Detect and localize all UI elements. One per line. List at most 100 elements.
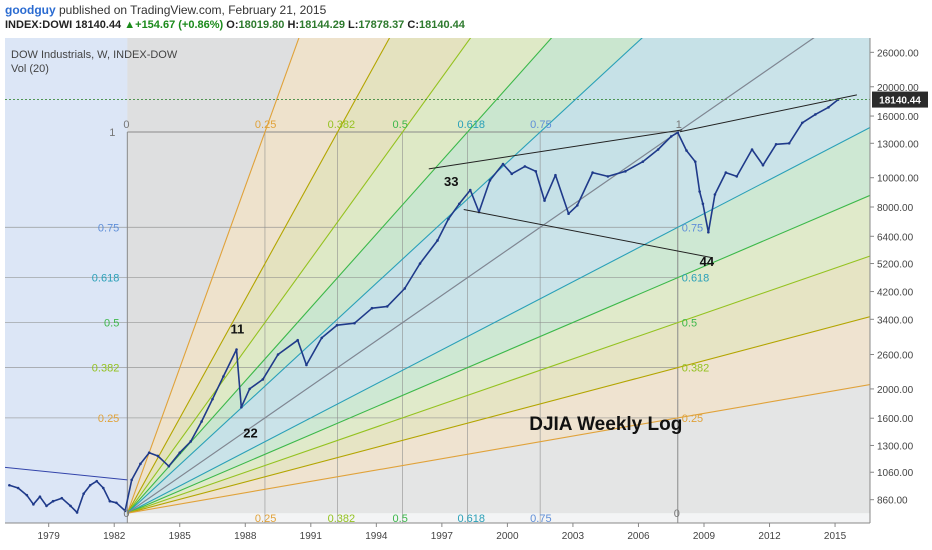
x-tick-label: 2000	[496, 531, 519, 542]
price-point	[724, 171, 728, 174]
price-point	[800, 121, 804, 125]
price-point	[178, 451, 182, 455]
price-point	[447, 217, 450, 221]
annotation-11: 11	[231, 322, 245, 337]
price-point	[51, 499, 55, 503]
fan-label-left: 0.25	[98, 413, 119, 425]
price-point	[235, 348, 238, 351]
price-point	[567, 212, 570, 216]
price-point	[656, 148, 660, 151]
trendline-lower	[463, 208, 711, 258]
fan-label-top: 0	[123, 119, 129, 131]
x-tick-label: 1982	[103, 531, 126, 542]
fan-label-top: 0.5	[393, 119, 408, 131]
price-point	[814, 113, 817, 116]
close-value: 18140.44	[418, 19, 465, 31]
trendline-left	[5, 466, 128, 481]
price-point	[761, 163, 765, 167]
price-point	[32, 503, 35, 506]
fan-label-bottom: 0.382	[328, 513, 356, 525]
y-tick-label: 860.00	[877, 496, 908, 507]
price-point	[130, 478, 133, 482]
fan-label-left: 0.382	[92, 363, 120, 375]
y-tick-label: 2000.00	[877, 385, 914, 396]
y-tick-label: 16000.00	[877, 112, 919, 123]
chart-title: DJIA Weekly Log	[529, 414, 682, 435]
price-point	[436, 239, 439, 242]
fan-label-left: 0.618	[92, 273, 120, 285]
volume-legend[interactable]: Vol (20)	[11, 63, 49, 75]
price-point	[276, 353, 280, 356]
x-tick-label: 1988	[234, 531, 257, 542]
fan-label-right: 0.25	[682, 413, 703, 425]
price-series-line	[9, 98, 839, 514]
plot-area	[5, 38, 870, 523]
author-link[interactable]: goodguy	[5, 3, 56, 17]
price-point	[108, 499, 112, 503]
price-point	[353, 321, 356, 325]
x-tick-label: 2015	[824, 531, 847, 542]
fan-label-right: 0.382	[682, 363, 710, 375]
price-point	[685, 149, 688, 152]
fan-label-bottom: 0.25	[255, 513, 276, 525]
price-point	[115, 501, 118, 505]
fan-label-left: 0.75	[98, 222, 119, 234]
fan-label-bottom: 0.75	[530, 513, 551, 525]
price-point	[676, 131, 680, 134]
price-point	[403, 287, 407, 290]
low-label: L:	[348, 19, 359, 31]
annotation-22: 22	[243, 426, 257, 441]
last-price-tag	[872, 91, 928, 108]
y-tick-label: 20000.00	[877, 83, 919, 94]
trendline-recent	[679, 94, 857, 133]
fan-label-top: 0.618	[458, 119, 486, 131]
trendline-upper	[428, 129, 683, 170]
y-tick-label: 5200.00	[877, 260, 914, 271]
x-tick-label: 1991	[300, 531, 323, 542]
y-tick-label: 3400.00	[877, 315, 914, 326]
price-point	[554, 173, 557, 177]
fan-label-top: 1	[676, 119, 682, 131]
price-point	[701, 202, 705, 206]
price-point	[25, 493, 29, 497]
open-value: 18019.80	[238, 19, 285, 31]
price-point	[735, 175, 739, 178]
fan-label-bottom: 0.5	[393, 513, 408, 525]
last-price: 18140.44	[75, 19, 122, 31]
quote-line: INDEX:DOWI 18140.44 ▲+154.67 (+0.86%) O:…	[5, 19, 465, 31]
y-tick-label: 13000.00	[877, 139, 919, 150]
annotation-33: 33	[444, 174, 458, 189]
price-point	[69, 504, 72, 508]
price-point	[248, 387, 251, 391]
price-point	[698, 190, 701, 193]
price-point	[641, 160, 645, 163]
series-legend[interactable]: DOW Industrials, W, INDEX-DOW	[11, 49, 178, 61]
price-point	[468, 188, 472, 192]
close-label: C:	[407, 19, 419, 31]
y-tick-label: 8000.00	[877, 203, 914, 214]
price-point	[211, 397, 214, 401]
price-point	[418, 262, 422, 265]
high-label: H:	[287, 19, 300, 31]
price-point	[147, 451, 151, 455]
price-point	[320, 336, 324, 340]
price-point	[101, 486, 105, 490]
fan-label-left: 0.5	[104, 318, 119, 330]
fan-wedge-lower	[127, 38, 870, 514]
price-point	[305, 363, 308, 367]
price-point	[139, 462, 142, 466]
price-point	[38, 495, 42, 498]
price-point	[774, 143, 778, 146]
fan-label-left: 1	[109, 127, 115, 139]
price-point	[787, 141, 791, 145]
price-point	[123, 509, 127, 513]
up-arrow-icon: ▲	[124, 19, 136, 31]
high-value: 18144.29	[299, 19, 345, 31]
fan-label-top: 0.75	[530, 119, 551, 131]
y-tick-label: 2600.00	[877, 350, 914, 361]
price-point	[606, 175, 610, 178]
price-point	[189, 440, 192, 443]
price-point	[624, 170, 627, 173]
